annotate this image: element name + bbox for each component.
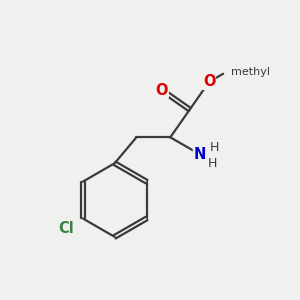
Text: O: O [203,74,215,89]
Text: Cl: Cl [58,221,74,236]
Text: N: N [194,147,206,162]
Text: H: H [210,141,219,154]
Text: methyl: methyl [231,67,270,77]
Text: H: H [207,157,217,170]
Text: O: O [156,83,168,98]
